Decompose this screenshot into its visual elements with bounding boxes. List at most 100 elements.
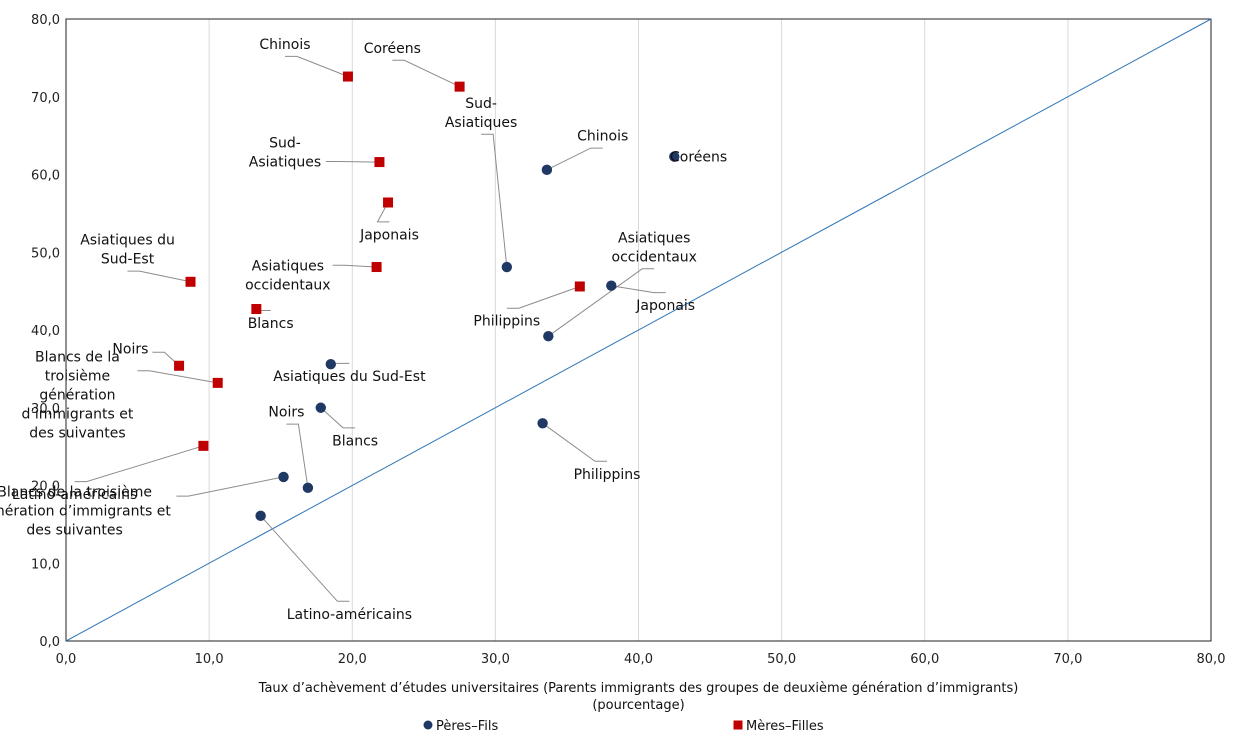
data-point-peres-fils [302, 482, 314, 494]
data-point-meres-filles [454, 81, 465, 92]
point-label: Blancs [332, 433, 378, 449]
data-point-meres-filles [198, 440, 209, 451]
point-label-line: occidentaux [612, 249, 697, 265]
data-point-peres-fils [669, 151, 680, 162]
point-label-line: Coréens [364, 41, 421, 57]
point-label-line: Blancs de la [35, 350, 120, 366]
point-label-line: Asiatiques [445, 115, 517, 131]
point-label-line: Blancs [332, 433, 378, 449]
point-label-line: des suivantes [29, 426, 125, 442]
leader-line [286, 423, 309, 488]
point-label-line: génération d’immigrants et [0, 503, 171, 519]
point-label: Asiatiques occidentaux [245, 258, 330, 293]
y-tick-label: 50,0 [31, 246, 60, 261]
point-label: Coréens [364, 41, 421, 57]
data-point-peres-fils [537, 418, 548, 429]
point-label: Japonais [359, 227, 419, 243]
y-tick-label: 30,0 [31, 402, 60, 417]
point-label: Japonais [635, 298, 695, 314]
data-point-meres-filles [371, 262, 382, 273]
point-label-line: Asiatiques du [80, 233, 175, 249]
x-tick-label: 40,0 [624, 652, 653, 667]
leader-line [326, 161, 380, 163]
x-tick-label: 0,0 [56, 652, 77, 667]
point-label-line: Philippins [574, 467, 641, 483]
x-tick-label: 20,0 [338, 652, 367, 667]
point-label-line: Noirs [112, 342, 148, 358]
data-point-peres-fils [278, 471, 289, 483]
point-label: Philippins [473, 314, 540, 330]
x-tick-label: 70,0 [1053, 652, 1082, 667]
leader-line [127, 270, 191, 283]
leader-line [611, 285, 666, 294]
point-label-line: Japonais [359, 227, 419, 243]
reference-line [65, 18, 1212, 642]
y-tick-label: 20,0 [31, 480, 60, 495]
point-label: Latino-américains [287, 607, 412, 623]
legend-label: Mères–Filles [746, 719, 824, 734]
point-label: Latino-américains [12, 487, 137, 503]
point-label-line: Chinois [577, 129, 628, 145]
leader-line [506, 286, 580, 309]
point-label: Blancs de la troisième génération d’immig… [0, 484, 171, 538]
x-tick-label: 10,0 [195, 652, 224, 667]
data-point-meres-filles [342, 71, 353, 82]
legend: Pères–Fils Mères–Filles [423, 719, 824, 734]
point-label: Noirs [268, 405, 304, 421]
x-axis-title: Taux d’achèvement d’études universitaire… [258, 681, 1019, 713]
leader-lines [74, 55, 666, 602]
diagonal-line [65, 18, 1212, 642]
leader-line [176, 476, 284, 497]
leader-line [548, 268, 655, 337]
point-label-line: Sud- [465, 96, 497, 112]
leader-line [481, 133, 508, 268]
data-point-peres-fils [255, 510, 266, 522]
point-label: Blancs de la troisième génération d’immigra… [22, 350, 134, 442]
point-label-line: Chinois [259, 37, 310, 53]
y-tick-label: 80,0 [31, 13, 60, 28]
x-tick-label: 50,0 [767, 652, 796, 667]
data-point-peres-fils [606, 280, 617, 291]
data-points [174, 71, 680, 522]
x-axis-title-line: (pourcentage) [592, 698, 684, 713]
y-tick-label: 40,0 [31, 324, 60, 339]
point-label-line: Asiatiques [252, 258, 324, 274]
point-label: Noirs [112, 342, 148, 358]
plot-frame [65, 18, 1212, 642]
point-label-line: d’immigrants et [22, 407, 134, 423]
leader-line [392, 59, 460, 88]
x-tick-label: 80,0 [1197, 652, 1226, 667]
leader-line [74, 445, 204, 483]
x-tick-label: 30,0 [481, 652, 510, 667]
point-labels: Coréens Chinois Sud- Asiatiques Japonais Asia… [0, 37, 727, 623]
point-label-line: Japonais [635, 298, 695, 314]
leader-line [376, 202, 390, 223]
point-label-line: Latino-américains [287, 607, 412, 623]
point-label-line: génération [39, 388, 115, 404]
legend-label: Pères–Fils [436, 719, 498, 734]
point-label-line: troisième [45, 369, 110, 385]
leader-line [260, 515, 350, 602]
legend-marker-square [733, 720, 743, 730]
x-axis-title-line: Taux d’achèvement d’études universitaire… [258, 681, 1019, 696]
point-label: Coréens [670, 150, 727, 166]
point-label-line: Sud- [269, 136, 301, 152]
leader-line [285, 55, 349, 77]
leader-line [546, 147, 603, 171]
legend-marker-circle [423, 720, 433, 730]
point-label: Blancs [248, 316, 294, 332]
axes: 0,0 10,0 20,0 30,0 40,0 50,0 60,0 70,0 80,0 0,0 10… [31, 13, 1225, 667]
y-tick-label: 70,0 [31, 91, 60, 106]
point-label: Sud- Asiatiques [445, 96, 517, 131]
point-label-line: Blancs [248, 316, 294, 332]
point-label-line: Coréens [670, 150, 727, 166]
point-label-line: Philippins [473, 314, 540, 330]
data-point-meres-filles [383, 197, 394, 208]
point-label-line: Blancs de la troisième [0, 484, 152, 500]
point-label-line: Noirs [268, 405, 304, 421]
point-label-line: occidentaux [245, 277, 330, 293]
data-point-meres-filles [374, 157, 385, 168]
point-label: Chinois [259, 37, 310, 53]
leader-line [320, 407, 356, 429]
